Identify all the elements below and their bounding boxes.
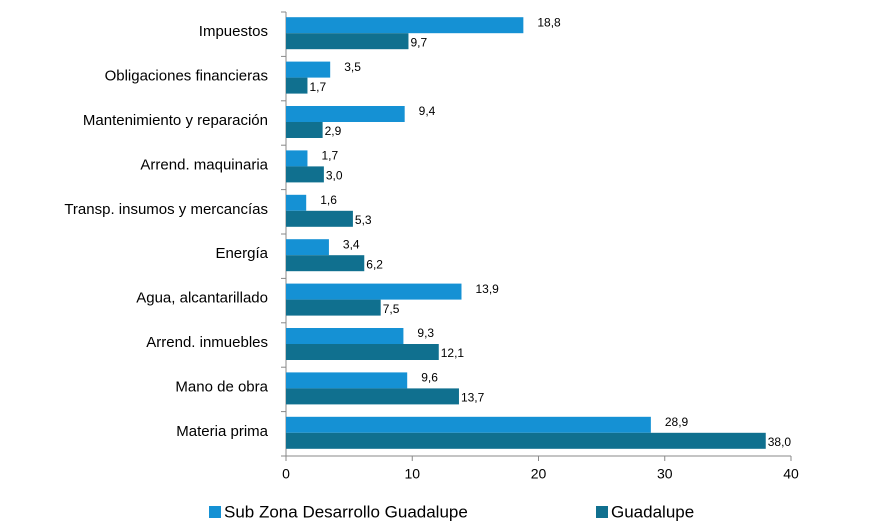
value-label: 3,0	[326, 169, 343, 183]
category-label: Mano de obra	[175, 378, 268, 395]
category-label: Mantenimiento y reparación	[83, 112, 268, 129]
value-label: 2,9	[325, 124, 342, 138]
bar	[286, 194, 307, 211]
value-label: 28,9	[665, 415, 689, 429]
bar	[286, 77, 308, 94]
legend-label: Guadalupe	[611, 502, 694, 521]
bar	[286, 239, 329, 256]
category-label: Impuestos	[199, 23, 268, 40]
x-tick-label: 40	[783, 466, 799, 482]
legend-swatch	[209, 506, 221, 518]
category-label: Materia prima	[176, 423, 268, 440]
value-label: 6,2	[366, 257, 383, 271]
value-label: 1,6	[320, 193, 337, 207]
value-label: 3,4	[343, 237, 360, 251]
value-label: 9,4	[419, 104, 436, 118]
bar	[286, 388, 459, 405]
category-label: Arrend. maquinaria	[140, 156, 268, 173]
value-label: 5,3	[355, 213, 372, 227]
bar	[286, 166, 324, 183]
bar	[286, 122, 323, 138]
x-tick-label: 20	[531, 466, 547, 482]
bar	[286, 106, 405, 122]
bar	[286, 210, 353, 227]
value-label: 13,9	[475, 282, 499, 296]
category-label: Transp. insumos y mercancías	[64, 201, 268, 218]
legend-label: Sub Zona Desarrollo Guadalupe	[224, 502, 468, 521]
bar	[286, 33, 409, 50]
category-label: Agua, alcantarillado	[136, 290, 268, 307]
legend-swatch	[596, 506, 608, 518]
bar	[286, 432, 766, 449]
x-tick-label: 0	[282, 466, 290, 482]
value-label: 1,7	[309, 80, 326, 94]
bar	[286, 416, 651, 433]
value-label: 9,7	[410, 35, 427, 49]
value-label: 18,8	[537, 15, 561, 29]
value-label: 3,5	[344, 60, 361, 74]
value-label: 1,7	[321, 149, 338, 163]
category-label: Arrend. inmuebles	[146, 334, 268, 351]
value-label: 38,0	[768, 435, 792, 449]
bar	[286, 299, 381, 316]
value-label: 7,5	[383, 302, 400, 316]
x-tick-label: 10	[404, 466, 420, 482]
value-label: 9,3	[417, 326, 434, 340]
bar	[286, 328, 404, 344]
bar	[286, 61, 331, 78]
bar	[286, 344, 439, 360]
value-label: 12,1	[441, 346, 465, 360]
bar	[286, 255, 365, 272]
category-label: Energía	[215, 245, 268, 262]
value-label: 9,6	[421, 371, 438, 385]
bar	[286, 283, 462, 300]
bar	[286, 372, 408, 389]
bar	[286, 17, 524, 34]
category-label: Obligaciones financieras	[105, 68, 268, 85]
value-label: 13,7	[461, 391, 485, 405]
bar	[286, 150, 308, 167]
x-tick-label: 30	[657, 466, 673, 482]
